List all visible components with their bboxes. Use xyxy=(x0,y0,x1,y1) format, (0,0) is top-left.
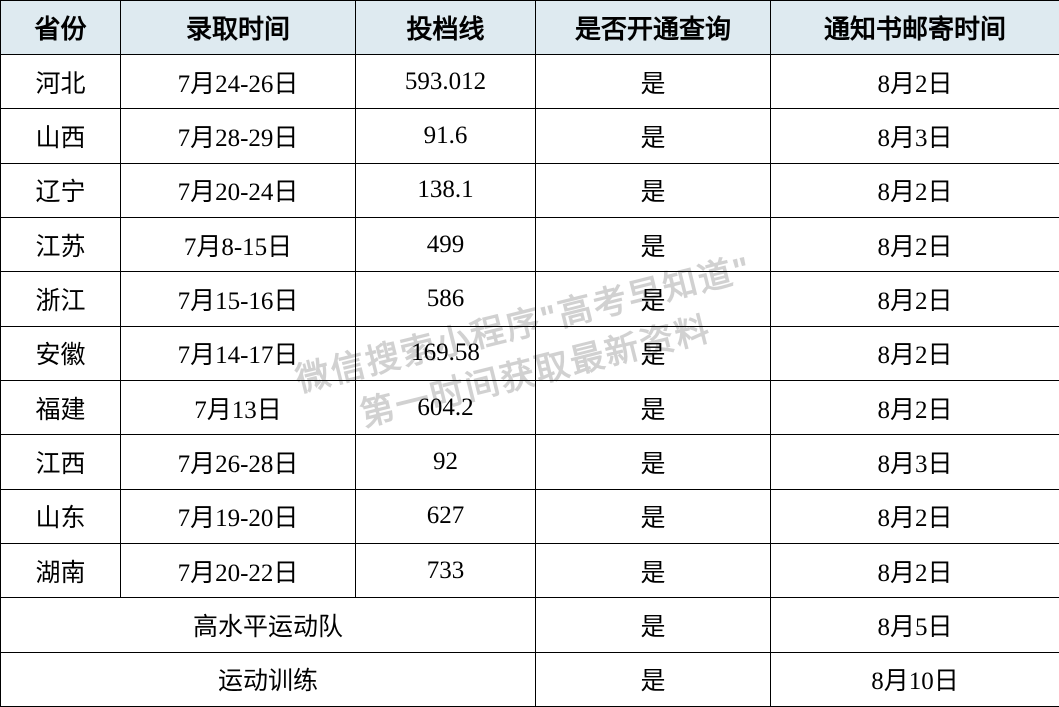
cell-mail-time: 8月2日 xyxy=(771,380,1059,434)
table-row: 安徽 7月14-17日 169.58 是 8月2日 xyxy=(1,326,1059,380)
cell-mail-time: 8月5日 xyxy=(771,598,1059,652)
cell-admit-time: 7月20-24日 xyxy=(121,163,356,217)
cell-mail-time: 8月2日 xyxy=(771,326,1059,380)
cell-mail-time: 8月2日 xyxy=(771,272,1059,326)
cell-score: 92 xyxy=(356,435,536,489)
cell-query-open: 是 xyxy=(536,435,771,489)
cell-province: 山东 xyxy=(1,489,121,543)
table-footer-row: 运动训练 是 8月10日 xyxy=(1,652,1059,706)
table-header-row: 省份 录取时间 投档线 是否开通查询 通知书邮寄时间 xyxy=(1,1,1059,55)
cell-query-open: 是 xyxy=(536,326,771,380)
cell-query-open: 是 xyxy=(536,598,771,652)
cell-mail-time: 8月2日 xyxy=(771,489,1059,543)
cell-province: 山西 xyxy=(1,109,121,163)
cell-score: 627 xyxy=(356,489,536,543)
cell-score: 586 xyxy=(356,272,536,326)
cell-mail-time: 8月2日 xyxy=(771,543,1059,597)
cell-mail-time: 8月2日 xyxy=(771,163,1059,217)
cell-province: 河北 xyxy=(1,55,121,109)
cell-mail-time: 8月3日 xyxy=(771,435,1059,489)
col-header-admit-time: 录取时间 xyxy=(121,1,356,55)
cell-merged-category: 高水平运动队 xyxy=(1,598,536,652)
table-row: 山东 7月19-20日 627 是 8月2日 xyxy=(1,489,1059,543)
cell-query-open: 是 xyxy=(536,543,771,597)
cell-score: 604.2 xyxy=(356,380,536,434)
cell-admit-time: 7月24-26日 xyxy=(121,55,356,109)
cell-score: 593.012 xyxy=(356,55,536,109)
cell-query-open: 是 xyxy=(536,380,771,434)
cell-mail-time: 8月2日 xyxy=(771,217,1059,271)
cell-admit-time: 7月8-15日 xyxy=(121,217,356,271)
col-header-score: 投档线 xyxy=(356,1,536,55)
cell-query-open: 是 xyxy=(536,163,771,217)
table-row: 河北 7月24-26日 593.012 是 8月2日 xyxy=(1,55,1059,109)
cell-admit-time: 7月15-16日 xyxy=(121,272,356,326)
cell-merged-category: 运动训练 xyxy=(1,652,536,706)
cell-score: 138.1 xyxy=(356,163,536,217)
cell-province: 辽宁 xyxy=(1,163,121,217)
cell-query-open: 是 xyxy=(536,272,771,326)
admission-table: 省份 录取时间 投档线 是否开通查询 通知书邮寄时间 河北 7月24-26日 5… xyxy=(0,0,1059,707)
table-row: 江西 7月26-28日 92 是 8月3日 xyxy=(1,435,1059,489)
cell-province: 江苏 xyxy=(1,217,121,271)
cell-query-open: 是 xyxy=(536,652,771,706)
cell-query-open: 是 xyxy=(536,489,771,543)
col-header-mail-time: 通知书邮寄时间 xyxy=(771,1,1059,55)
cell-score: 499 xyxy=(356,217,536,271)
cell-query-open: 是 xyxy=(536,55,771,109)
cell-admit-time: 7月13日 xyxy=(121,380,356,434)
cell-province: 福建 xyxy=(1,380,121,434)
cell-admit-time: 7月14-17日 xyxy=(121,326,356,380)
table-row: 湖南 7月20-22日 733 是 8月2日 xyxy=(1,543,1059,597)
cell-admit-time: 7月20-22日 xyxy=(121,543,356,597)
cell-province: 浙江 xyxy=(1,272,121,326)
table-row: 江苏 7月8-15日 499 是 8月2日 xyxy=(1,217,1059,271)
cell-query-open: 是 xyxy=(536,109,771,163)
table-row: 山西 7月28-29日 91.6 是 8月3日 xyxy=(1,109,1059,163)
cell-score: 169.58 xyxy=(356,326,536,380)
cell-mail-time: 8月3日 xyxy=(771,109,1059,163)
cell-admit-time: 7月28-29日 xyxy=(121,109,356,163)
cell-admit-time: 7月19-20日 xyxy=(121,489,356,543)
table-row: 浙江 7月15-16日 586 是 8月2日 xyxy=(1,272,1059,326)
col-header-province: 省份 xyxy=(1,1,121,55)
cell-province: 安徽 xyxy=(1,326,121,380)
cell-score: 91.6 xyxy=(356,109,536,163)
cell-score: 733 xyxy=(356,543,536,597)
table-row: 辽宁 7月20-24日 138.1 是 8月2日 xyxy=(1,163,1059,217)
table-row: 福建 7月13日 604.2 是 8月2日 xyxy=(1,380,1059,434)
cell-query-open: 是 xyxy=(536,217,771,271)
table-body: 河北 7月24-26日 593.012 是 8月2日 山西 7月28-29日 9… xyxy=(1,55,1059,707)
cell-province: 江西 xyxy=(1,435,121,489)
col-header-query-open: 是否开通查询 xyxy=(536,1,771,55)
cell-mail-time: 8月10日 xyxy=(771,652,1059,706)
cell-admit-time: 7月26-28日 xyxy=(121,435,356,489)
cell-province: 湖南 xyxy=(1,543,121,597)
cell-mail-time: 8月2日 xyxy=(771,55,1059,109)
table-footer-row: 高水平运动队 是 8月5日 xyxy=(1,598,1059,652)
